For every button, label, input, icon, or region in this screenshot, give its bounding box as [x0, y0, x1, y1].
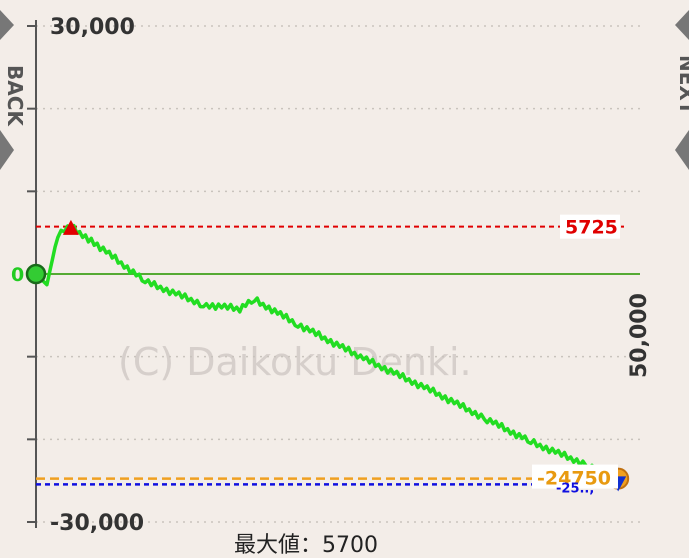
next-label[interactable]: NEXT: [675, 55, 689, 115]
zero-label: 0: [11, 264, 24, 286]
next-arrow-icon-lower[interactable]: [675, 130, 689, 170]
current-label: -24750: [537, 468, 611, 490]
watermark: (C) Daikoku Denki.: [118, 340, 472, 384]
tick-labels: 30,000 -30,000 50,000: [50, 15, 652, 536]
x-axis-range-label: 50,000: [627, 293, 652, 378]
min-label: -25..,: [556, 481, 594, 496]
y-tick-label: 30,000: [50, 15, 135, 40]
reference-lines: 5725 0: [11, 214, 640, 486]
max-label-bg: [560, 214, 620, 239]
back-arrow-icon[interactable]: [0, 10, 14, 40]
series-line: [34, 223, 620, 480]
peak-marker: [62, 219, 79, 235]
max-value-footer: 最大値：5700: [234, 533, 378, 558]
back-label[interactable]: BACK: [3, 65, 27, 127]
next-nav[interactable]: NEXT: [675, 10, 689, 170]
next-arrow-icon[interactable]: [675, 10, 689, 40]
back-nav[interactable]: BACK: [0, 10, 27, 170]
series: [34, 223, 620, 480]
grid: [36, 25, 640, 523]
current-label-bg: [532, 464, 618, 489]
max-label: 5725: [565, 217, 618, 239]
back-arrow-icon-lower[interactable]: [0, 130, 14, 170]
start-marker: [25, 263, 47, 285]
y-tick-label: -30,000: [50, 511, 144, 536]
markers: -24750-25..,: [25, 219, 630, 496]
